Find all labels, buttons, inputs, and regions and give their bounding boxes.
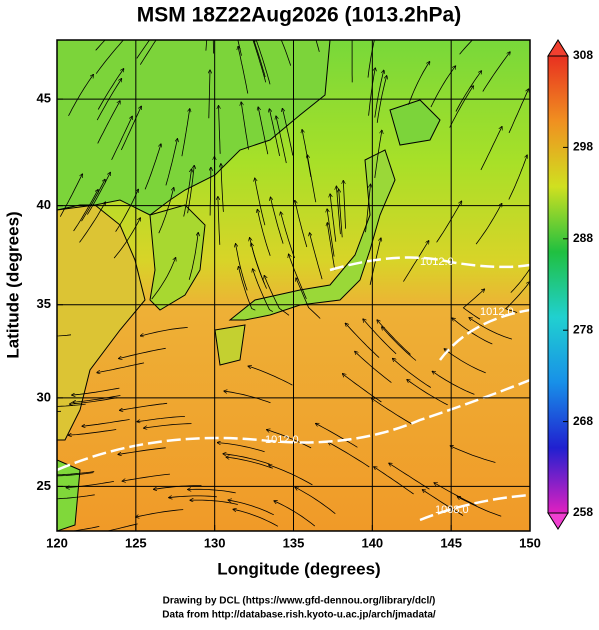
colorbar-tick-label: 288 [573,231,593,245]
x-tick-label: 135 [283,535,305,550]
y-tick-label: 30 [37,389,51,404]
colorbar-extend [548,513,568,529]
y-tick-label: 40 [37,197,51,212]
credit: Data from http://database.rish.kyoto-u.a… [162,610,436,621]
contour-label: 1012.0 [265,434,299,446]
colorbar-tick-label: 298 [573,140,593,154]
colorbar-tick-label: 258 [573,505,593,519]
x-tick-label: 140 [361,535,383,550]
map: 1012.0 1012.0 1012.0 1008.0 [13,3,538,535]
colorbar [548,56,568,513]
contour-label: 1012.0 [420,256,454,268]
colorbar-tick-label: 268 [573,414,593,428]
colorbar-tick-label: 308 [573,48,593,62]
y-axis-label: Latitude (degrees) [3,211,22,358]
x-tick-label: 130 [204,535,226,550]
x-tick-label: 150 [519,535,541,550]
x-tick-label: 125 [125,535,147,550]
contour-label: 1012.0 [480,306,514,318]
credit: Drawing by DCL (https://www.gfd-dennou.o… [163,596,436,607]
colorbar-extend [548,40,568,56]
streamline [13,409,61,412]
y-tick-label: 25 [37,478,51,493]
y-tick-label: 35 [37,296,51,311]
x-tick-label: 120 [46,535,68,550]
x-axis-label: Longitude (degrees) [217,559,380,578]
colorbar-tick-label: 278 [573,322,593,336]
chart-title: MSM 18Z22Aug2026 (1013.2hPa) [137,4,461,27]
x-tick-label: 145 [440,535,462,550]
contour-label: 1008.0 [435,504,469,516]
y-tick-label: 45 [37,91,51,106]
